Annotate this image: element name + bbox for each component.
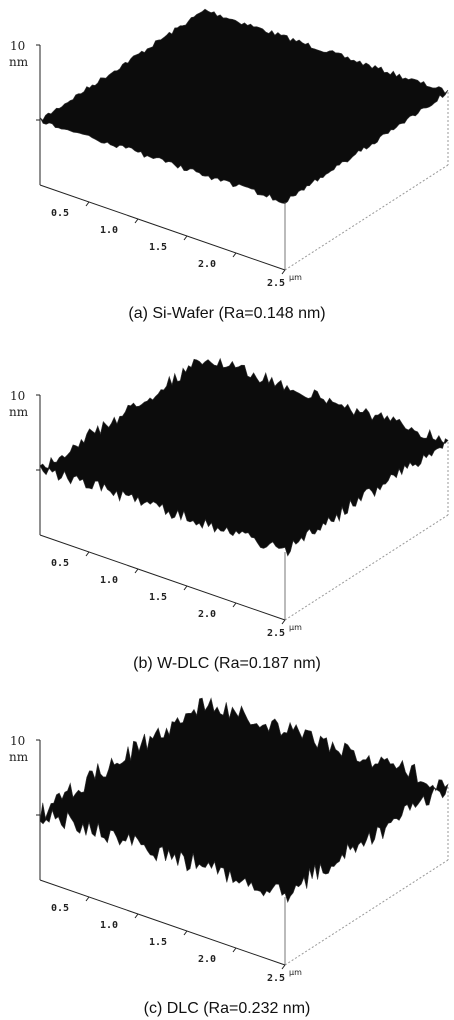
x-tick (281, 619, 286, 625)
caption: (a) Si-Wafer (Ra=0.148 nm) (128, 305, 325, 322)
x-tick-label: 1.5 (149, 937, 167, 948)
afm-panel: 10 nm 0.5 1.0 1.5 2.0 2.5 µm (b) W-DLC (Ra=0.187… (9, 357, 449, 672)
z-label: 10 (10, 734, 25, 748)
x-tick (134, 218, 139, 224)
z-label: 10 (10, 389, 25, 403)
x-tick-label: 1.0 (100, 225, 118, 236)
x-tick (281, 964, 286, 970)
x-tick (232, 602, 237, 608)
z-unit: nm (9, 750, 29, 764)
box-edge (284, 164, 449, 271)
x-tick-label: 2.5 (267, 628, 285, 639)
x-tick (232, 252, 237, 258)
x-tick-label: 2.0 (198, 259, 216, 270)
x-tick-label: 1.0 (100, 575, 118, 586)
x-tick (281, 269, 286, 275)
x-tick (183, 235, 188, 241)
caption: (c) DLC (Ra=0.232 nm) (144, 1000, 311, 1017)
x-unit: µm (289, 273, 302, 282)
x-tick (134, 913, 139, 919)
x-tick (183, 930, 188, 936)
x-tick-label: 2.0 (198, 954, 216, 965)
z-label: 10 (10, 39, 25, 53)
surface (39, 697, 449, 903)
x-tick-label: 1.5 (149, 592, 167, 603)
x-tick-label: 0.5 (51, 208, 69, 219)
x-tick-label: 1.0 (100, 920, 118, 931)
x-unit: µm (289, 623, 302, 632)
x-tick (85, 201, 90, 207)
box-edge (284, 514, 449, 621)
x-tick-label: 0.5 (51, 903, 69, 914)
caption: (b) W-DLC (Ra=0.187 nm) (133, 655, 321, 672)
x-axis (39, 184, 286, 271)
surface (39, 8, 449, 204)
x-unit: µm (289, 968, 302, 977)
x-tick (85, 551, 90, 557)
x-tick-label: 2.0 (198, 609, 216, 620)
x-tick-label: 2.5 (267, 278, 285, 289)
z-unit: nm (9, 55, 29, 69)
afm-panel: 10 nm 0.5 1.0 1.5 2.0 2.5 µm (c) DLC (Ra=0.232 n… (9, 697, 449, 1017)
x-tick (183, 585, 188, 591)
x-tick (85, 896, 90, 902)
x-tick (134, 568, 139, 574)
x-tick (232, 947, 237, 953)
afm-panel: 10 nm 0.5 1.0 1.5 2.0 2.5 µm (a) Si-Wafer (Ra=0.… (9, 8, 449, 322)
x-axis (39, 879, 286, 966)
x-tick-label: 0.5 (51, 558, 69, 569)
x-tick-label: 1.5 (149, 242, 167, 253)
box-edge (284, 859, 449, 966)
x-axis (39, 534, 286, 621)
z-unit: nm (9, 405, 29, 419)
x-tick-label: 2.5 (267, 973, 285, 984)
surface (39, 357, 449, 557)
